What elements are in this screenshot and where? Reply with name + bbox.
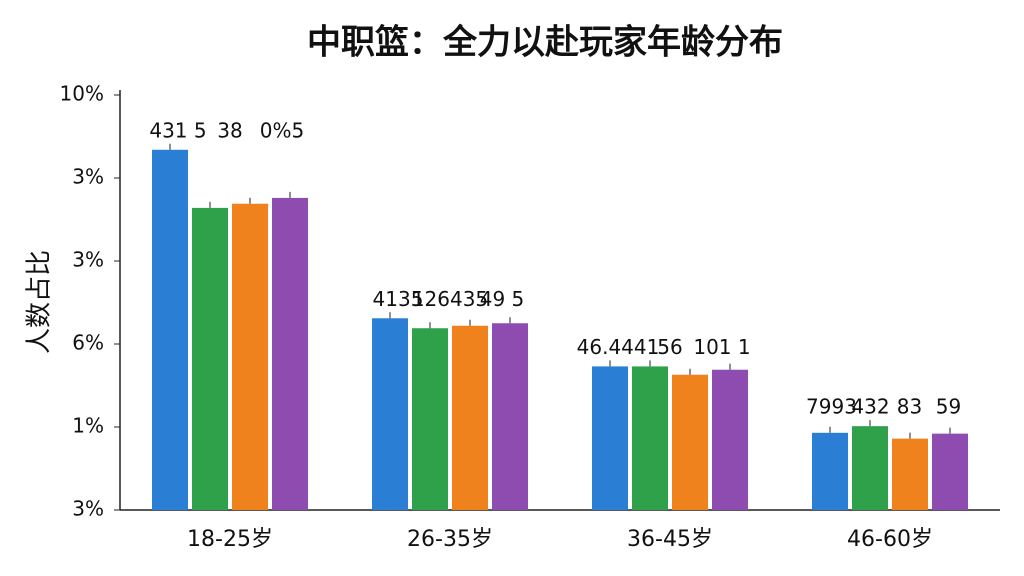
bar-annotation: 4135 bbox=[373, 287, 424, 311]
chart-title: 中职篮：全力以赴玩家年龄分布 bbox=[307, 23, 783, 63]
bar-annotation: 101 1 bbox=[693, 335, 750, 359]
bar bbox=[412, 328, 448, 510]
y-tick-label: 6% bbox=[72, 331, 104, 355]
bar bbox=[152, 149, 188, 510]
y-tick-label: 3% bbox=[72, 497, 104, 521]
bar-annotation: 126435 bbox=[412, 287, 488, 311]
bar bbox=[592, 366, 628, 510]
bar-annotation: 7993 bbox=[806, 395, 857, 419]
bar bbox=[812, 432, 848, 510]
x-tick-label: 36-45岁 bbox=[627, 527, 713, 552]
bar-annotation: 432 bbox=[851, 395, 889, 419]
y-tick-label: 1% bbox=[72, 414, 104, 438]
bar-annotation: 46.4441 bbox=[577, 335, 660, 359]
bar-annotation: 83 bbox=[897, 395, 922, 419]
y-tick-label: 3% bbox=[72, 165, 104, 189]
bar-annotation: 59 bbox=[936, 395, 961, 419]
bar bbox=[272, 197, 308, 511]
bar bbox=[932, 433, 968, 510]
bar bbox=[372, 318, 408, 510]
bar bbox=[852, 426, 888, 510]
bar-annotation: 56 bbox=[657, 335, 682, 359]
bar bbox=[232, 203, 268, 511]
bar bbox=[712, 369, 748, 510]
bar bbox=[492, 323, 528, 510]
x-tick-label: 18-25岁 bbox=[187, 527, 273, 552]
bar-annotation: 431 5 bbox=[149, 118, 206, 142]
bar bbox=[672, 374, 708, 510]
bar bbox=[452, 325, 488, 510]
y-tick-label: 3% bbox=[72, 248, 104, 272]
bar bbox=[632, 366, 668, 510]
y-axis-label: 人数占比 bbox=[25, 250, 55, 354]
bar-annotation: 0%5 bbox=[260, 118, 304, 142]
y-tick-label: 10% bbox=[60, 82, 104, 106]
bar bbox=[192, 207, 228, 510]
bar bbox=[892, 438, 928, 510]
bar-annotation: 49 5 bbox=[480, 287, 525, 311]
x-tick-label: 46-60岁 bbox=[847, 527, 933, 552]
x-tick-label: 26-35岁 bbox=[407, 527, 493, 552]
bar-annotation: 38 bbox=[217, 118, 242, 142]
